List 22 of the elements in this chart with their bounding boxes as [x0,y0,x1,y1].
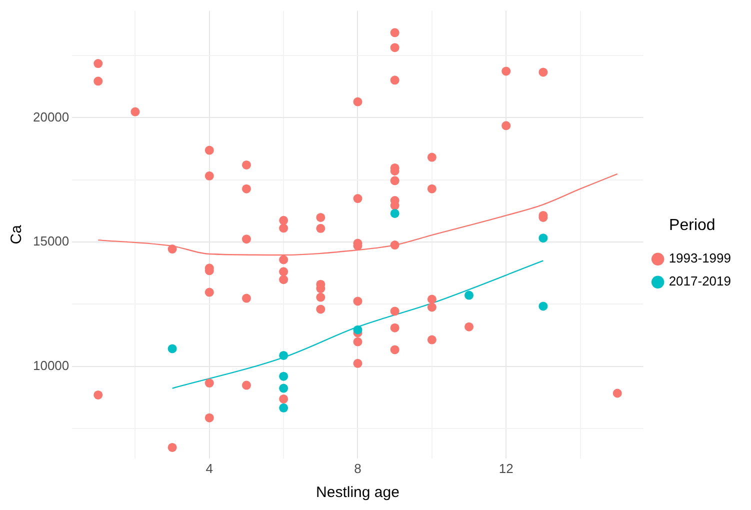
y-axis-title: Ca [8,224,26,244]
x-tick-label: 8 [354,460,362,476]
y-tick-label: 10000 [32,358,70,373]
point [538,234,548,243]
line-series [172,260,544,389]
x-axis-title: Nestling age [316,484,400,502]
y-tick-label: 15000 [32,234,70,249]
point [279,350,288,360]
point [464,290,474,300]
point [390,208,400,218]
point [538,302,548,311]
point [279,384,288,393]
point [279,372,288,381]
legend-title: Period [669,216,716,234]
x-tick-label: 4 [206,460,213,476]
legend-label: 2017-2019 [668,274,732,289]
x-tick-label: 12 [498,460,514,476]
point [279,403,288,412]
legend-label: 1993-1999 [668,250,732,266]
point [353,325,362,334]
y-tick-label: 20000 [32,109,70,124]
point [168,344,177,354]
